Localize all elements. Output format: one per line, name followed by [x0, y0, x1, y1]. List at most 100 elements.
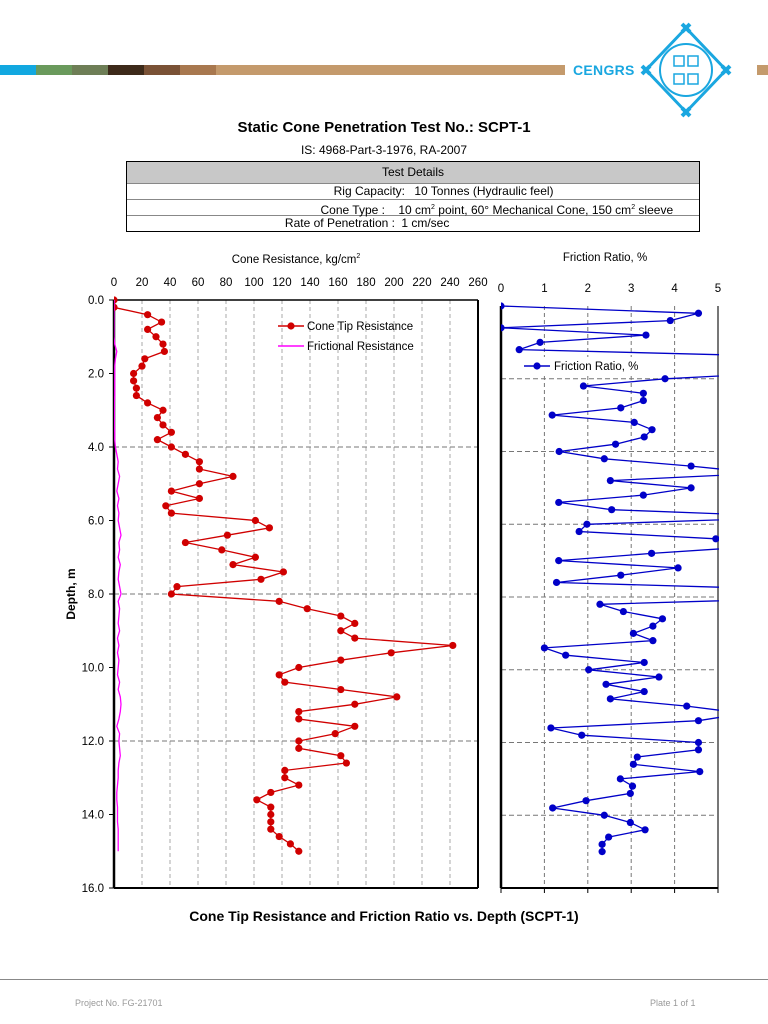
x-tick-label: 60	[192, 277, 205, 289]
cone-tip-resistance-point	[144, 325, 152, 333]
cone-tip-resistance-point	[223, 531, 231, 539]
x-tick-label: 240	[440, 277, 459, 289]
cone-tip-resistance-point	[229, 472, 237, 480]
page-subtitle: IS: 4968-Part-3-1976, RA-2007	[300, 143, 468, 157]
friction-ratio-point	[630, 418, 638, 426]
friction-ratio-point	[639, 396, 647, 405]
cone-tip-resistance-point	[132, 391, 140, 400]
x-tick-label: 180	[356, 277, 375, 289]
x-tick-label: 1	[541, 283, 547, 295]
friction-ratio-point	[555, 447, 563, 456]
stripe-segment	[0, 65, 36, 75]
friction-ratio-point	[629, 629, 637, 637]
friction-ratio-point	[629, 760, 637, 768]
y-tick-label: 16.0	[82, 883, 104, 895]
friction-ratio-point	[640, 658, 648, 667]
stripe-segment	[216, 65, 565, 75]
rig-capacity-row: Rig Capacity: 10 Tonnes (Hydraulic feel)	[127, 184, 699, 200]
friction-ratio-point	[549, 804, 557, 812]
friction-ratio-point	[666, 316, 674, 325]
cone-tip-resistance-point	[393, 693, 401, 701]
cone-tip-resistance-point	[251, 516, 259, 525]
cone-type-part: sleeve	[635, 203, 674, 217]
friction-ratio-point	[606, 695, 614, 703]
friction-ratio-point	[639, 389, 647, 397]
legend-marker	[287, 322, 295, 330]
friction-ratio-point	[611, 440, 620, 448]
cone-tip-resistance-point	[152, 333, 160, 341]
cone-tip-resistance-point	[218, 546, 226, 554]
page-title: Static Cone Penetration Test No.: SCPT-1	[237, 119, 531, 136]
cone-tip-resistance-point	[281, 774, 289, 782]
y-tick-label: 0.0	[88, 295, 104, 307]
brand-name: CENGRS	[573, 62, 635, 78]
cone-tip-resistance-point	[331, 730, 339, 738]
cone-tip-resistance-point	[167, 428, 175, 436]
cone-type-part: 10 cm	[398, 203, 432, 217]
cone-tip-resistance-point	[173, 583, 181, 591]
y-tick-label: 2.0	[88, 369, 104, 381]
cone-tip-resistance-point	[275, 832, 283, 841]
friction-ratio-point	[575, 527, 583, 536]
x-tick-label: 0	[111, 277, 117, 289]
friction-ratio-point	[642, 331, 650, 339]
friction-ratio-point	[639, 491, 647, 499]
cone-tip-resistance-point	[295, 737, 303, 745]
friction-ratio-point	[683, 702, 691, 710]
friction-ratio-point	[648, 426, 656, 434]
cone-tip-resistance-point	[267, 825, 275, 833]
cone-tip-resistance-point	[195, 465, 203, 473]
left-chart-ylabel: Depth, m	[64, 568, 78, 619]
cone-tip-resistance-point	[158, 318, 166, 326]
friction-ratio-point	[598, 848, 606, 856]
y-tick-label: 8.0	[88, 589, 104, 601]
project-number: Project No. FG-21701	[75, 998, 163, 1008]
friction-ratio-point	[600, 811, 608, 819]
stripe-segment	[180, 65, 216, 75]
cone-tip-resistance-point	[167, 509, 175, 517]
cone-tip-resistance-point	[138, 362, 146, 370]
cone-tip-resistance-point	[295, 708, 303, 716]
friction-ratio-point	[596, 600, 604, 608]
x-tick-label: 4	[671, 283, 678, 295]
cone-tip-resistance-line	[114, 300, 453, 852]
cone-tip-resistance-point	[153, 414, 161, 422]
cone-tip-resistance-point	[195, 494, 203, 503]
friction-ratio-point	[582, 797, 590, 805]
friction-ratio-point	[602, 680, 610, 688]
cone-tip-resistance-point	[167, 443, 175, 451]
x-tick-label: 160	[328, 277, 347, 289]
cone-tip-resistance-point	[251, 553, 259, 561]
friction-ratio-point	[694, 738, 703, 747]
friction-ratio-point	[583, 520, 591, 528]
friction-ratio-point	[579, 382, 588, 390]
cone-tip-resistance-point	[351, 700, 359, 708]
x-tick-label: 220	[412, 277, 431, 289]
cone-tip-resistance-point	[253, 796, 261, 804]
x-tick-label: 80	[220, 277, 233, 289]
friction-ratio-point	[696, 768, 704, 776]
rate-value: 1 cm/sec	[401, 216, 450, 230]
friction-ratio-line	[501, 305, 719, 852]
cone-tip-resistance-point	[351, 722, 359, 730]
cone-tip-resistance-point	[387, 649, 395, 657]
friction-ratio-point	[626, 818, 634, 827]
friction-ratio-point	[633, 753, 641, 761]
cone-type-value: 10 cm2 point, 60° Mechanical Cone, 150 c…	[398, 203, 673, 217]
cone-tip-resistance-point	[351, 634, 359, 642]
friction-ratio-point	[552, 578, 561, 587]
friction-ratio-point	[600, 455, 608, 463]
x-tick-label: 3	[628, 283, 634, 295]
cone-type-sup: 2	[631, 204, 636, 211]
cone-type-label: Cone Type :	[320, 203, 386, 217]
friction-ratio-point	[640, 687, 648, 696]
cone-tip-resistance-point	[159, 406, 167, 414]
friction-ratio-point	[661, 375, 669, 383]
cone-tip-resistance-point	[337, 685, 345, 694]
cone-tip-resistance-point	[167, 590, 175, 598]
cone-tip-resistance-point	[267, 788, 275, 797]
cengrs-logo	[640, 22, 732, 118]
x-tick-label: 5	[715, 283, 721, 295]
plate-number: Plate 1 of 1	[650, 998, 696, 1008]
cone-type-sup: 2	[431, 204, 435, 211]
